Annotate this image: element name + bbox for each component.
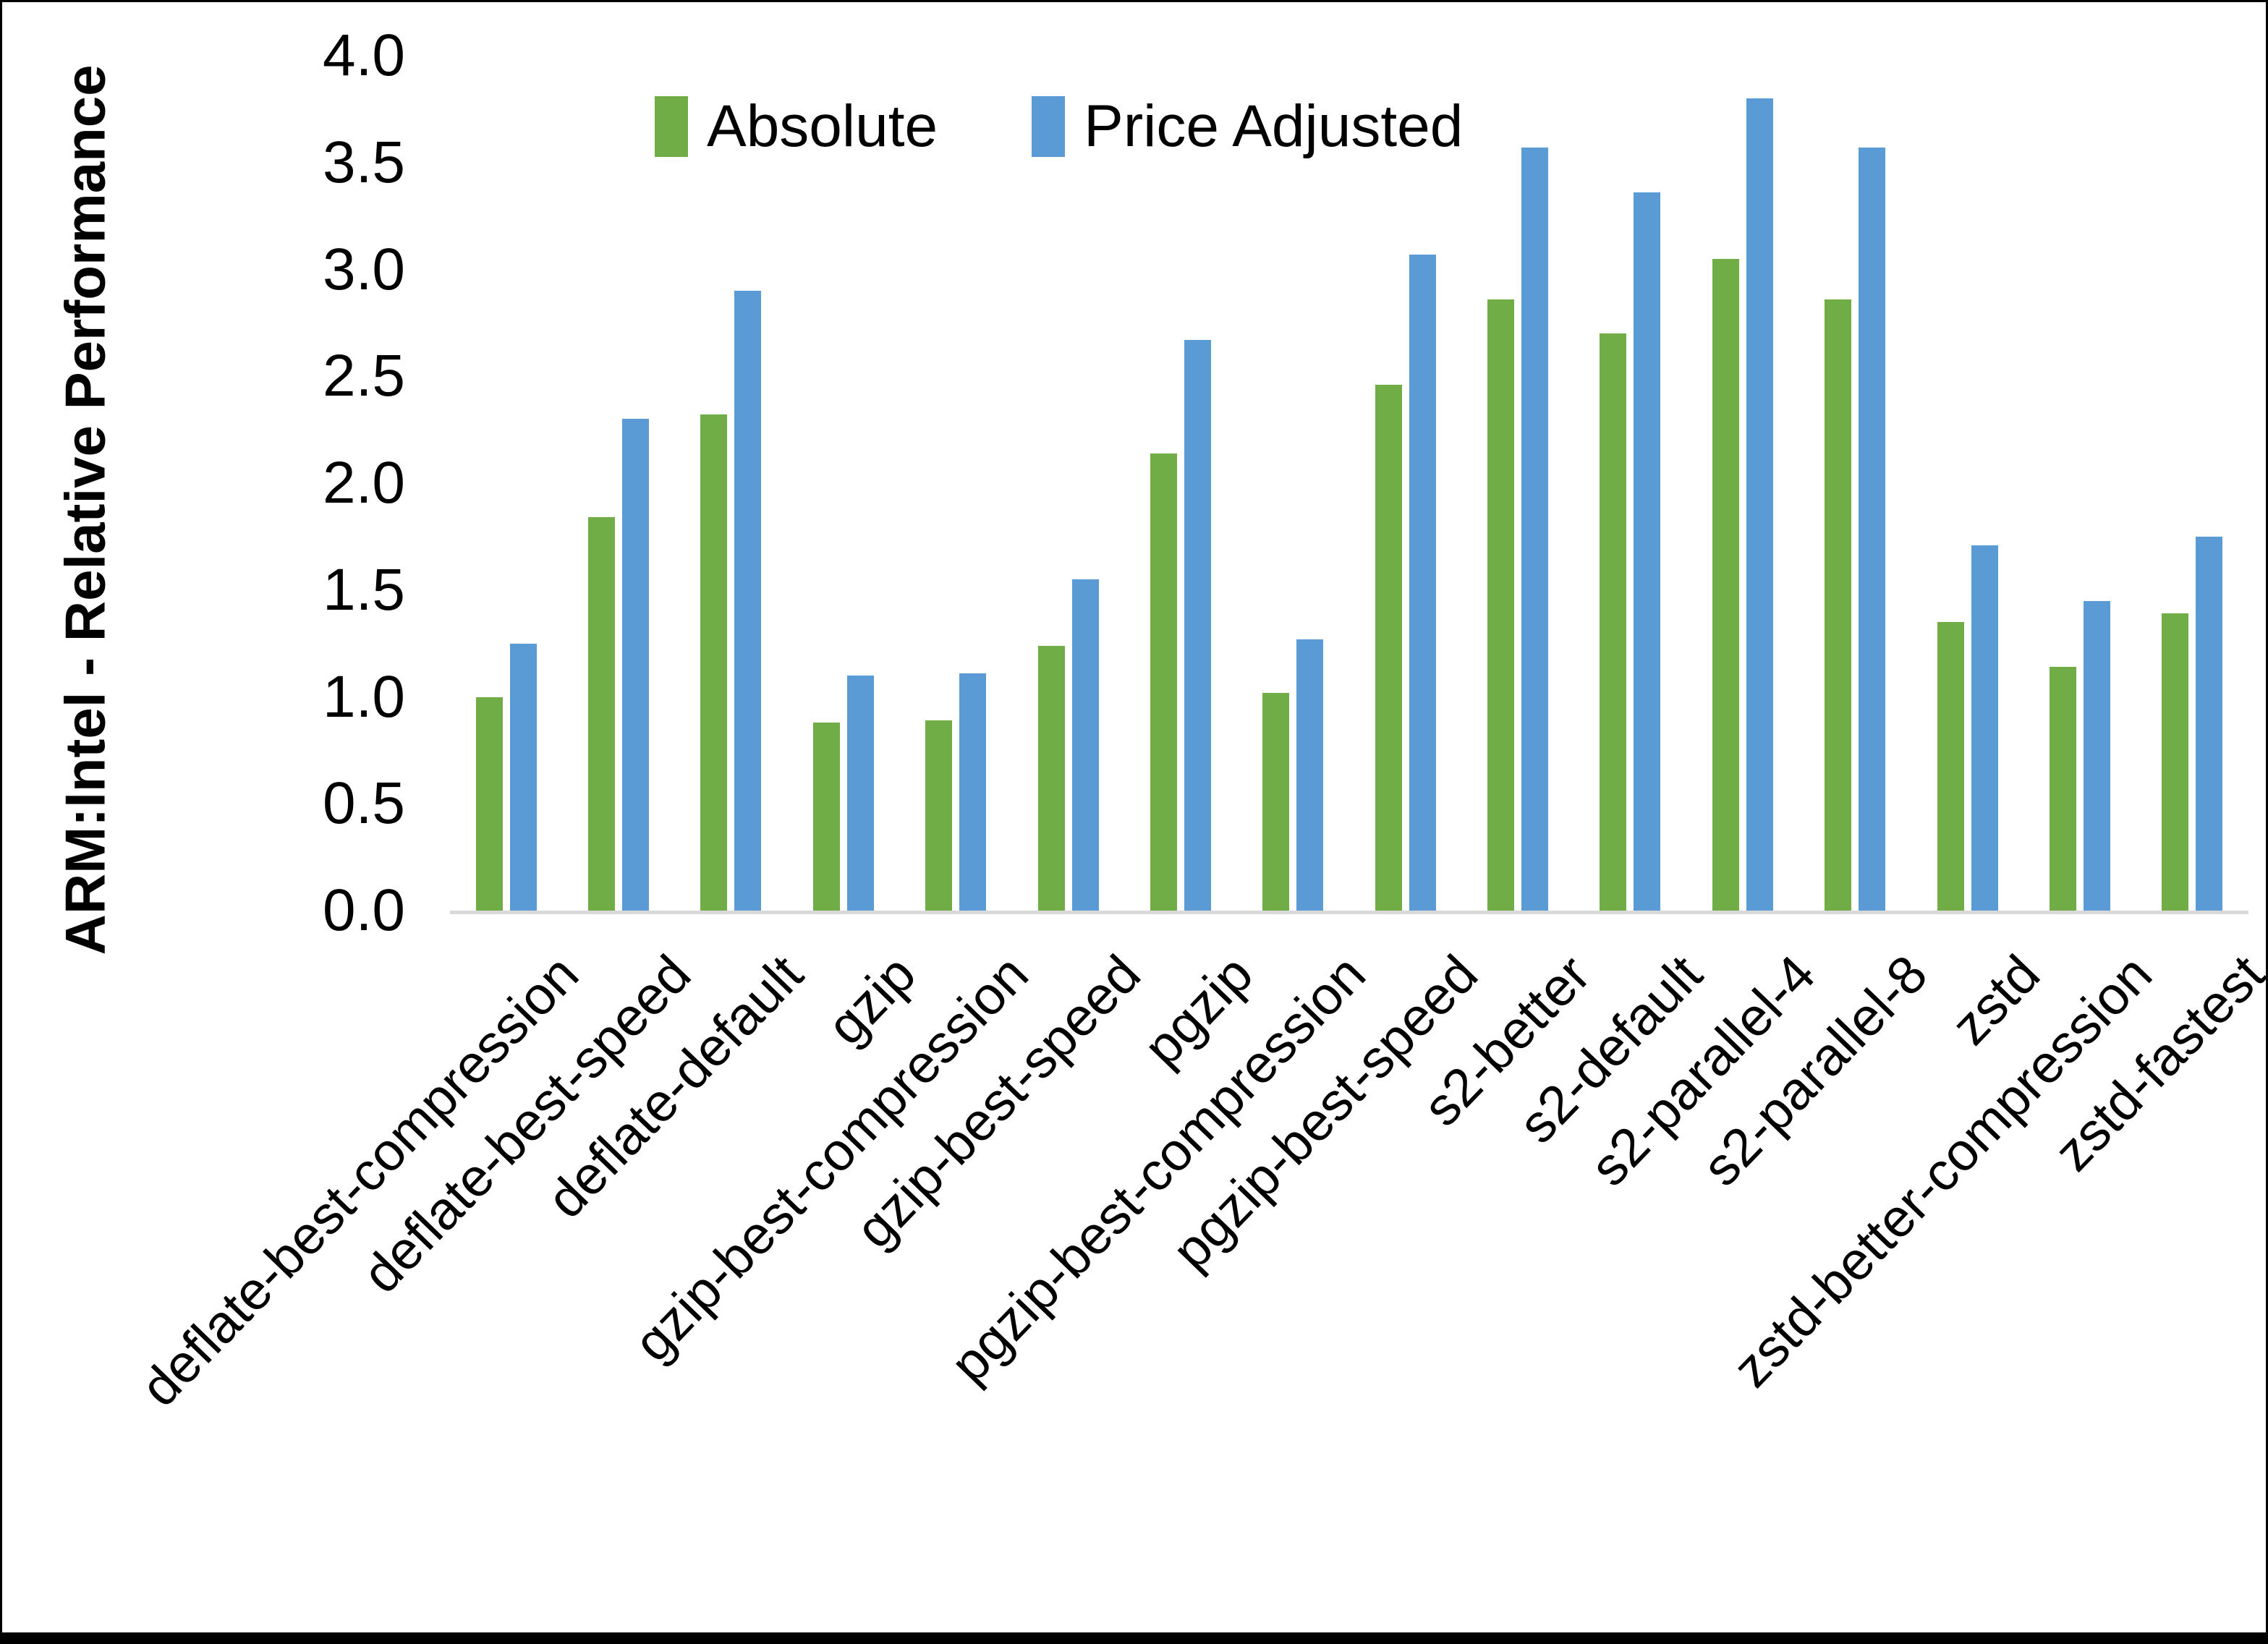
y-tick-label: 0.5 — [323, 770, 405, 837]
y-tick-label: 1.0 — [323, 663, 405, 730]
bar-absolute-gzip — [812, 722, 840, 911]
bar-absolute-gzip-best-speed — [1037, 645, 1065, 911]
y-tick-label: 3.0 — [323, 236, 405, 302]
legend-swatch-icon — [1032, 96, 1066, 157]
legend-item-price-adjusted: Price Adjusted — [1032, 93, 1463, 161]
bar-absolute-zstd-better-compression — [2049, 667, 2076, 911]
bar-group-deflate-default — [675, 56, 787, 911]
bar-price-adjusted-zstd-fastest — [2196, 536, 2223, 911]
bar-absolute-pgzip-best-speed — [1375, 385, 1402, 911]
bar-price-adjusted-gzip — [846, 675, 874, 911]
legend-item-absolute: Absolute — [655, 93, 938, 161]
bar-group-s2-default — [1574, 56, 1686, 911]
plot-area — [450, 56, 2248, 914]
y-tick-label: 4.0 — [323, 22, 405, 88]
y-tick-label: 0.0 — [323, 877, 405, 943]
bar-group-gzip-best-speed — [1012, 56, 1124, 911]
y-axis-title: ARM:Intel - Relative Performance — [53, 64, 117, 955]
bar-group-deflate-best-speed — [562, 56, 674, 911]
bar-price-adjusted-s2-parallel-8 — [1859, 148, 1886, 911]
bar-group-s2-better — [1461, 56, 1573, 911]
bar-absolute-deflate-best-compression — [475, 697, 503, 911]
bar-price-adjusted-zstd-better-compression — [2083, 600, 2110, 911]
bar-absolute-pgzip-best-compression — [1262, 692, 1290, 911]
legend-label: Price Adjusted — [1084, 93, 1464, 159]
bar-absolute-zstd — [1937, 622, 1964, 911]
y-tick-label: 2.5 — [323, 343, 405, 409]
bar-price-adjusted-s2-default — [1634, 192, 1661, 911]
bar-price-adjusted-deflate-best-speed — [622, 419, 650, 911]
legend-swatch-icon — [655, 96, 688, 157]
bar-absolute-s2-parallel-4 — [1712, 258, 1739, 911]
bar-price-adjusted-deflate-best-compression — [509, 643, 537, 911]
bar-absolute-deflate-default — [700, 414, 728, 911]
y-tick-label: 1.5 — [323, 556, 405, 623]
bar-group-deflate-best-compression — [450, 56, 562, 911]
bar-group-zstd-better-compression — [2023, 56, 2136, 911]
bar-absolute-s2-parallel-8 — [1825, 299, 1852, 911]
bar-group-pgzip — [1124, 56, 1236, 911]
bar-group-pgzip-best-speed — [1349, 56, 1461, 911]
bar-group-zstd-fastest — [2136, 56, 2248, 911]
bar-price-adjusted-pgzip — [1184, 340, 1211, 911]
bar-group-gzip — [787, 56, 899, 911]
bar-price-adjusted-deflate-default — [734, 291, 762, 911]
x-category-label-deflate-best-compression: deflate-best-compression — [129, 943, 590, 1418]
bar-group-gzip-best-compression — [900, 56, 1012, 911]
bar-group-pgzip-best-compression — [1237, 56, 1349, 911]
bar-absolute-deflate-best-speed — [588, 517, 616, 911]
legend-label: Absolute — [707, 93, 938, 159]
bar-group-s2-parallel-4 — [1686, 56, 1798, 911]
bar-absolute-s2-better — [1487, 299, 1515, 911]
bar-absolute-pgzip — [1150, 453, 1177, 911]
bar-group-zstd — [1911, 56, 2023, 911]
bar-price-adjusted-gzip-best-speed — [1071, 579, 1099, 911]
bar-price-adjusted-s2-parallel-4 — [1746, 98, 1773, 911]
bar-price-adjusted-pgzip-best-speed — [1409, 254, 1436, 911]
bar-price-adjusted-s2-better — [1521, 148, 1549, 911]
bar-price-adjusted-pgzip-best-compression — [1296, 639, 1324, 911]
y-tick-label: 2.0 — [323, 450, 405, 516]
bar-absolute-s2-default — [1600, 333, 1627, 911]
y-tick-label: 3.5 — [323, 129, 405, 195]
bar-price-adjusted-gzip-best-compression — [959, 673, 987, 911]
bar-group-s2-parallel-8 — [1799, 56, 1911, 911]
bar-absolute-gzip-best-compression — [925, 720, 953, 911]
bar-absolute-zstd-fastest — [2162, 613, 2189, 911]
legend: Absolute Price Adjusted — [655, 93, 1463, 161]
bar-price-adjusted-zstd — [1971, 545, 1998, 911]
